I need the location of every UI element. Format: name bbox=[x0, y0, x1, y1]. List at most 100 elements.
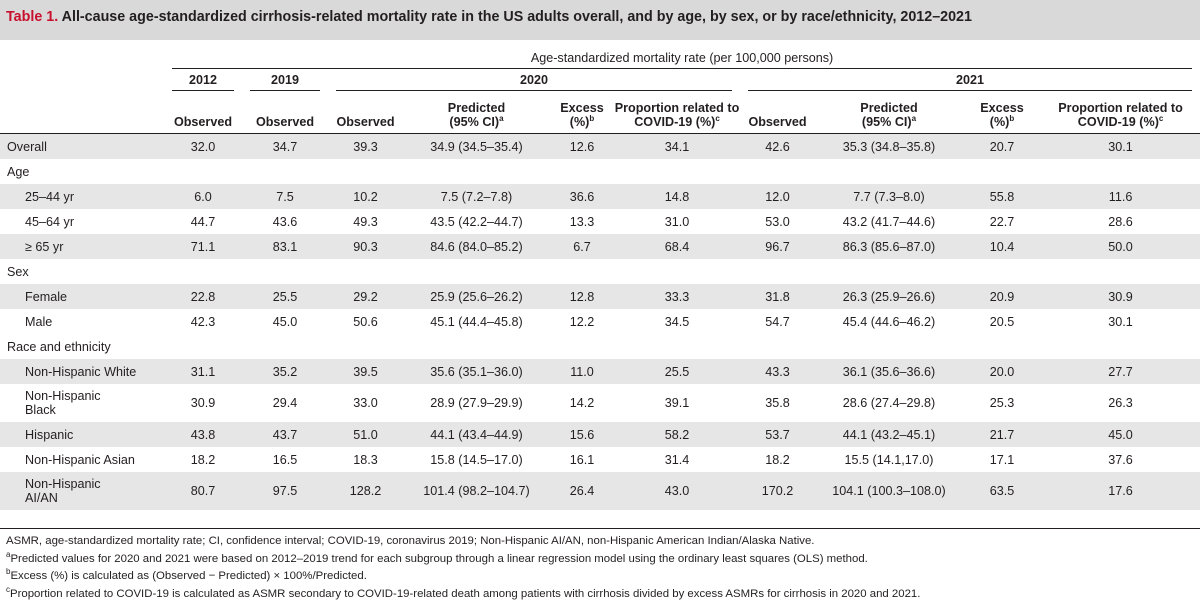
col-observed-2019: Observed bbox=[242, 93, 328, 134]
table-cell: 84.6 (84.0–85.2) bbox=[403, 234, 550, 259]
table-cell: 29.4 bbox=[272, 396, 298, 410]
table-cell: 11.6 bbox=[1041, 184, 1200, 209]
year-2021: 2021 bbox=[740, 71, 1200, 93]
table-cell: 36.1 (35.6–36.6) bbox=[815, 359, 963, 384]
table-cell: 31.8 bbox=[740, 284, 815, 309]
table-cell: 49.3 bbox=[353, 214, 378, 229]
table-cell: 128.2 bbox=[328, 472, 403, 510]
header-columns-row: Observed Observed Observed Predicted (95%… bbox=[0, 93, 1200, 134]
table-row: Non-Hispanic Black 30.9 29.4 33.0 28.9 (27.9–… bbox=[0, 384, 1200, 422]
table-cell: 101.4 (98.2–104.7) bbox=[403, 472, 550, 510]
table-cell: 20.0 bbox=[963, 359, 1041, 384]
table-cell: 20.9 bbox=[963, 284, 1041, 309]
table-cell: 15.6 bbox=[550, 422, 614, 447]
table-row: Hispanic 43.8 43.7 51.0 44.1 (43.4–44.9) 15.6… bbox=[0, 422, 1200, 447]
table-cell: 17.1 bbox=[989, 452, 1015, 467]
section-header-row: Sex bbox=[0, 259, 1200, 284]
table-cell: 36.6 bbox=[550, 184, 614, 209]
row-label: Overall bbox=[0, 133, 164, 159]
table-cell: 97.5 bbox=[242, 472, 328, 510]
table-cell: 53.0 bbox=[765, 214, 790, 229]
row-label: Non-Hispanic Black bbox=[25, 389, 101, 417]
table-cell bbox=[740, 159, 815, 184]
col-predicted-2020: Predicted (95% CI)a bbox=[403, 93, 550, 134]
table-cell: 25.5 bbox=[614, 359, 740, 384]
table-cell: 12.2 bbox=[569, 314, 595, 329]
table-cell: 51.0 bbox=[328, 422, 403, 447]
table-cell: 16.1 bbox=[569, 452, 595, 467]
table-cell bbox=[1041, 334, 1200, 359]
row-label: Non-Hispanic White bbox=[0, 359, 164, 384]
table-cell: 42.3 bbox=[190, 314, 216, 329]
table-bottom-rule bbox=[0, 528, 1200, 529]
table-cell: 15.5 (14.1,17.0) bbox=[844, 452, 934, 467]
header-spanner: Age-standardized mortality rate (per 100… bbox=[530, 51, 834, 65]
year-2012: 2012 bbox=[164, 71, 242, 93]
table-cell bbox=[164, 334, 242, 359]
table-cell bbox=[550, 159, 614, 184]
table-cell: 17.6 bbox=[1041, 472, 1200, 510]
table-cell: 21.7 bbox=[963, 422, 1041, 447]
table-row: Non-Hispanic White 31.1 35.2 39.5 35.6 (35.1… bbox=[0, 359, 1200, 384]
table-cell bbox=[963, 334, 1041, 359]
table-row: Non-Hispanic Asian 18.2 16.5 18.3 15.8 (14.5… bbox=[0, 447, 1200, 472]
year-2019: 2019 bbox=[242, 71, 328, 93]
table-cell: 50.0 bbox=[1041, 234, 1200, 259]
table-cell bbox=[815, 259, 963, 284]
table-cell: 58.2 bbox=[614, 422, 740, 447]
footnotes: ASMR, age-standardized mortality rate; C… bbox=[6, 533, 1196, 603]
table-label: Table 1. bbox=[6, 9, 59, 25]
table-cell: 68.4 bbox=[614, 234, 740, 259]
table-cell: 170.2 bbox=[740, 472, 815, 510]
header-spanner-row: Age-standardized mortality rate (per 100… bbox=[0, 49, 1200, 71]
table-cell: 7.7 (7.3–8.0) bbox=[815, 184, 963, 209]
table-cell: 12.6 bbox=[550, 133, 614, 159]
row-label: Non-Hispanic AI/AN bbox=[0, 472, 164, 510]
table-cell: 18.2 bbox=[190, 452, 216, 467]
table-cell: 27.7 bbox=[1041, 359, 1200, 384]
table-cell: 10.4 bbox=[963, 234, 1041, 259]
table-cell: 43.7 bbox=[242, 422, 328, 447]
table-cell: 11.0 bbox=[550, 359, 614, 384]
table-cell: 35.3 (34.8–35.8) bbox=[815, 133, 963, 159]
col-proportion-2021: Proportion related to COVID-19 (%)c bbox=[1041, 93, 1200, 134]
table-cell: 39.5 bbox=[328, 359, 403, 384]
table-cell: 14.8 bbox=[614, 184, 740, 209]
table-cell: 20.5 bbox=[989, 314, 1015, 329]
table-cell bbox=[1041, 159, 1200, 184]
table-cell: 45.1 (44.4–45.8) bbox=[430, 314, 523, 329]
table-cell bbox=[963, 159, 1041, 184]
table-cell: 34.9 (34.5–35.4) bbox=[403, 133, 550, 159]
table-body: Overall 32.0 34.7 39.3 34.9 (34.5–35.4) 12.6 3… bbox=[0, 133, 1200, 510]
table-cell: 80.7 bbox=[164, 472, 242, 510]
table-cell: 28.6 bbox=[1108, 214, 1133, 229]
table-cell bbox=[328, 159, 403, 184]
table-cell bbox=[815, 334, 963, 359]
table-cell: 30.1 bbox=[1108, 314, 1133, 329]
mortality-table: Age-standardized mortality rate (per 100… bbox=[0, 49, 1200, 510]
table-cell: 25.3 bbox=[989, 396, 1015, 410]
table-cell: 18.2 bbox=[765, 452, 790, 467]
table-cell: 34.7 bbox=[242, 133, 328, 159]
table-cell: 34.5 bbox=[664, 314, 690, 329]
table-cell: 15.8 (14.5–17.0) bbox=[430, 452, 523, 467]
table-cell: 45.4 (44.6–46.2) bbox=[842, 314, 936, 329]
table-cell: 53.7 bbox=[740, 422, 815, 447]
table-cell: 50.6 bbox=[353, 314, 378, 329]
table-title: All-cause age-standardized cirrhosis-rel… bbox=[61, 9, 972, 25]
table-cell bbox=[403, 334, 550, 359]
table-cell: 43.8 bbox=[164, 422, 242, 447]
table-cell: 43.0 bbox=[614, 472, 740, 510]
table-cell: 26.3 (25.9–26.6) bbox=[815, 284, 963, 309]
section-label: Race and ethnicity bbox=[7, 339, 111, 354]
table-cell: 33.0 bbox=[353, 396, 378, 410]
table-cell: 43.5 (42.2–44.7) bbox=[430, 214, 523, 229]
table-cell bbox=[242, 159, 328, 184]
table-title-bar: Table 1. All-cause age-standardized cirr… bbox=[0, 0, 1200, 40]
table-cell bbox=[550, 334, 614, 359]
table-cell bbox=[1041, 259, 1200, 284]
table-cell: 25.5 bbox=[242, 284, 328, 309]
table-row: 25–44 yr 6.0 7.5 10.2 7.5 (7.2–7.8) 36.6 14.8 1… bbox=[0, 184, 1200, 209]
table-cell bbox=[614, 259, 740, 284]
table-cell: 42.6 bbox=[740, 133, 815, 159]
